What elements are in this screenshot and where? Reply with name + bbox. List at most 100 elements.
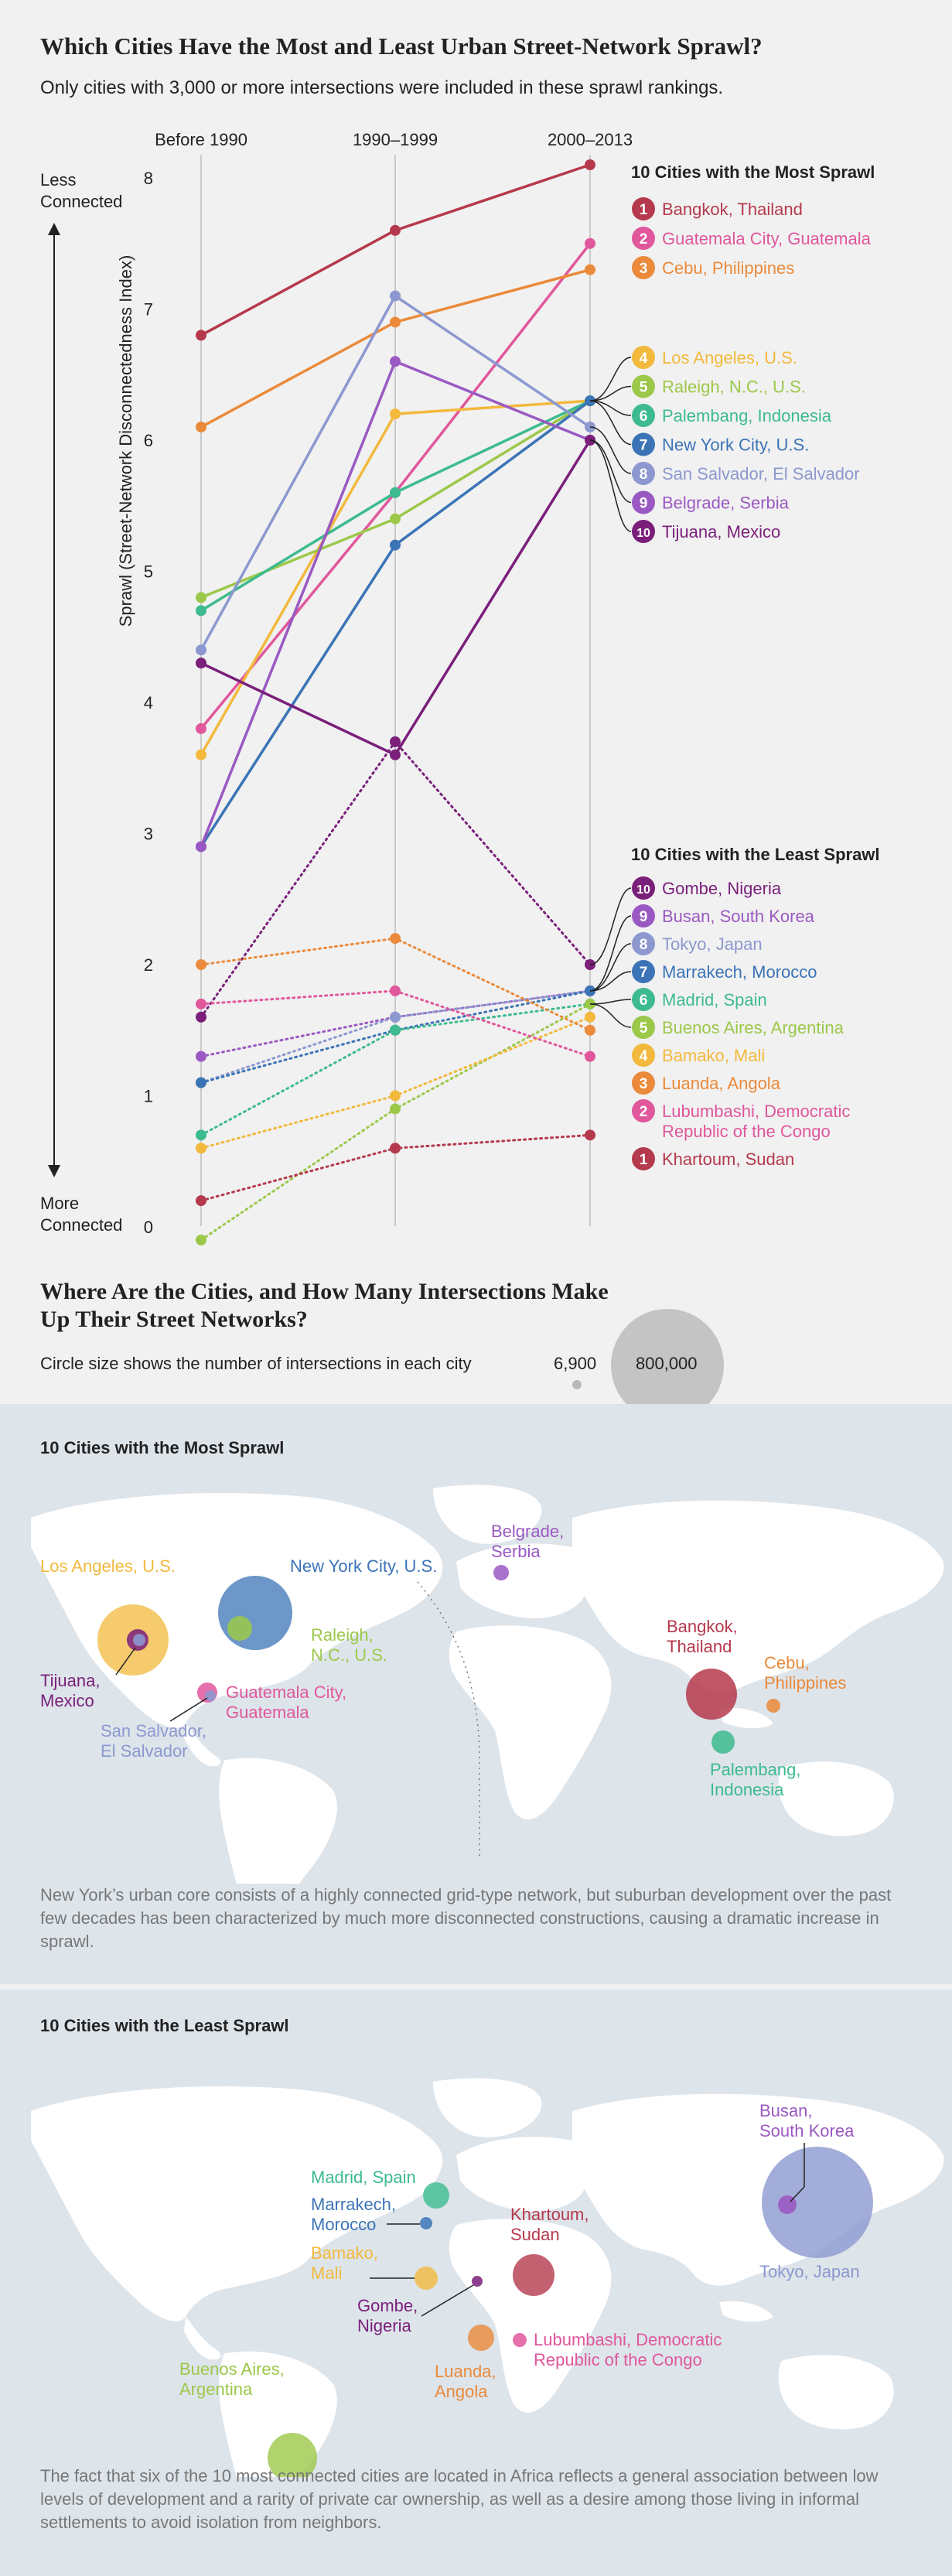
continent-shape — [219, 1758, 337, 1884]
legend-rank-number: 1 — [640, 202, 648, 218]
data-point — [196, 1234, 206, 1245]
city-circle-palembang — [711, 1730, 735, 1754]
legend-connector — [589, 971, 632, 992]
continent-shape — [449, 1625, 612, 1819]
legend-city-name: Lubumbashi, Democratic — [662, 1102, 850, 1121]
legend-rank-badge — [632, 932, 655, 955]
city-label-san-salvador: El Salvador — [101, 1741, 188, 1761]
legend-city-name: Los Angeles, U.S. — [662, 348, 797, 367]
data-point — [196, 330, 206, 341]
legend-rank-badge — [632, 374, 655, 398]
sprawl-line-chart: Before 1990 1990–1999 2000–2013 0 1 2 3 4 5 6 7 8 Sp… — [40, 130, 880, 1245]
legend-connector — [589, 915, 632, 992]
legend-rank-badge — [632, 256, 655, 279]
city-label-cebu: Cebu, — [764, 1653, 810, 1672]
continent-shape — [572, 2093, 944, 2286]
data-point — [390, 356, 401, 367]
column-label: Before 1990 — [155, 130, 247, 149]
data-point — [390, 408, 401, 420]
city-label-belgrade: Serbia — [491, 1542, 541, 1561]
data-point — [390, 513, 401, 524]
data-point — [390, 1103, 401, 1115]
y-tick-label: 3 — [144, 825, 153, 844]
legend-city-name: Marrakech, Morocco — [662, 962, 817, 982]
legend-rank-number: 8 — [640, 937, 648, 953]
legend-city-name: Cebu, Philippines — [662, 258, 794, 278]
city-circle-marrakech — [420, 2217, 432, 2229]
legend-city-name: Madrid, Spain — [662, 990, 767, 1010]
legend-rank-badge — [632, 1071, 655, 1095]
legend-rank-badge — [632, 227, 655, 250]
data-point — [390, 933, 401, 945]
city-label-lubumbashi: Lubumbashi, Democratic — [534, 2330, 722, 2349]
city-label-cebu: Philippines — [764, 1673, 846, 1693]
circle-size-note: Circle size shows the number of intersec… — [40, 1354, 472, 1373]
y-tick-label: 1 — [144, 1087, 153, 1106]
legend-rank-number: 8 — [640, 466, 648, 483]
y-tick-label: 5 — [144, 562, 153, 582]
label-leader — [115, 1647, 136, 1676]
city-label-luanda: Angola — [435, 2382, 488, 2401]
continent-shape — [184, 1724, 221, 1767]
legend-city-name: Gombe, Nigeria — [662, 879, 782, 898]
data-point — [585, 159, 595, 171]
continent-shape — [433, 1484, 542, 1544]
legend-connector — [589, 887, 632, 965]
city-circle-madrid — [423, 2182, 449, 2209]
data-point — [390, 1011, 401, 1023]
data-point — [196, 1077, 206, 1088]
continent-shape — [719, 2301, 773, 2322]
legend-city-name: Raleigh, N.C., U.S. — [662, 378, 806, 397]
city-circle-gombe — [472, 2276, 483, 2287]
city-label-lubumbashi: Republic of the Congo — [534, 2350, 702, 2369]
legend-rank-number: 1 — [640, 1152, 648, 1168]
y-arrow-head-down — [48, 1165, 60, 1177]
legend-heading: 10 Cities with the Most Sprawl — [631, 162, 875, 182]
legend-rank-number: 10 — [636, 527, 650, 540]
continent-shape — [719, 1707, 773, 1729]
world-map-most-sprawl: Los Angeles, U.S. New York City, U.S. Rale… — [31, 1484, 944, 1884]
data-point — [196, 998, 206, 1010]
legend-rank-badge — [632, 1044, 655, 1067]
data-point — [196, 658, 206, 669]
continent-shape — [572, 1500, 944, 1693]
legend-rank-badge — [632, 960, 655, 983]
city-label-bamako: Bamako, — [311, 2243, 378, 2263]
data-point — [196, 723, 206, 734]
city-circle-new-york — [218, 1576, 292, 1650]
map-least-heading: 10 Cities with the Least Sprawl — [40, 2016, 289, 2035]
y-top-label: Connected — [40, 192, 122, 211]
data-point — [196, 1051, 206, 1062]
city-label-khartoum: Sudan — [510, 2225, 560, 2244]
city-circle-san-salvador-marker — [133, 1634, 145, 1646]
legend-rank-badge — [632, 988, 655, 1011]
city-label-raleigh: Raleigh, — [311, 1625, 374, 1645]
legend-rank-badge — [632, 1147, 655, 1170]
city-circle-lubumbashi — [513, 2333, 527, 2347]
size-legend-small-circle — [572, 1380, 582, 1389]
legend-city-name: Bangkok, Thailand — [662, 200, 803, 219]
size-legend-small-label: 6,900 — [554, 1354, 597, 1373]
city-circle-khartoum — [513, 2254, 554, 2296]
legend-rank-badge — [632, 876, 655, 900]
legend-city-name: Tijuana, Mexico — [662, 522, 780, 542]
legend-rank-badge — [632, 346, 655, 369]
legend-city-name: Busan, South Korea — [662, 907, 815, 926]
data-point — [196, 592, 206, 603]
data-point — [585, 1011, 595, 1023]
legend-rank-badge — [632, 904, 655, 928]
city-label-bangkok: Thailand — [667, 1637, 732, 1656]
data-point — [390, 487, 401, 498]
legend-connector — [589, 400, 632, 416]
city-label-buenos-aires: Buenos Aires, — [179, 2359, 285, 2379]
data-point — [196, 1195, 206, 1207]
legend-city-name: Palembang, Indonesia — [662, 406, 832, 425]
size-legend-large-circle — [611, 1309, 724, 1422]
legend-city-name: Khartoum, Sudan — [662, 1150, 794, 1169]
legend-rank-number: 4 — [640, 350, 648, 367]
legend-city-name: Republic of the Congo — [662, 1122, 831, 1141]
data-point — [196, 959, 206, 970]
city-label-gombe: Nigeria — [357, 2316, 411, 2335]
label-leader — [790, 2186, 805, 2202]
legend-connector — [589, 357, 632, 401]
